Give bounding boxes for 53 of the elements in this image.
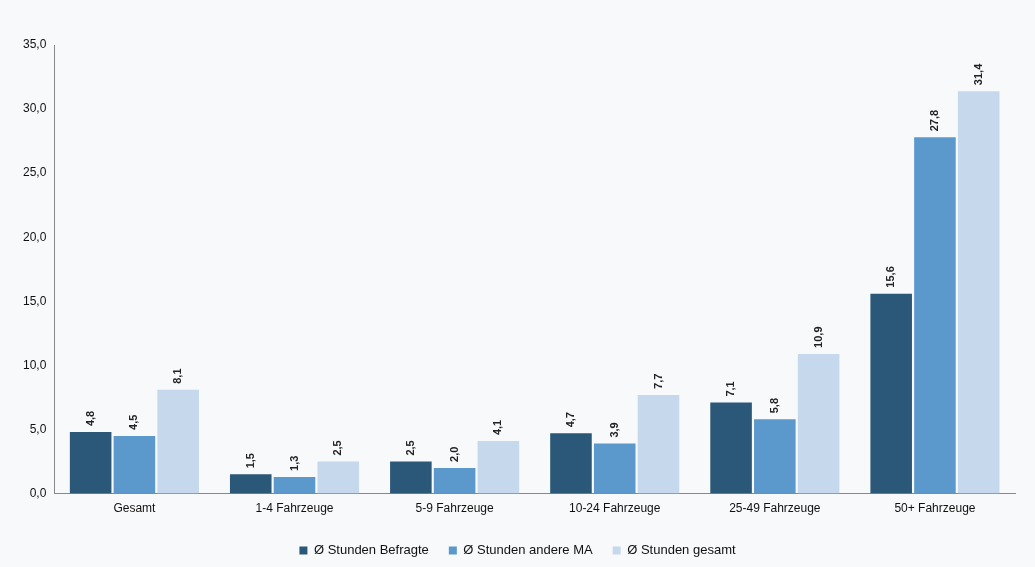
data-label: 10,9: [811, 326, 824, 348]
data-label: 8,1: [171, 368, 184, 384]
bar: [390, 461, 432, 494]
bar: [69, 432, 112, 494]
data-label: 4,7: [564, 412, 576, 428]
data-label: 3,9: [607, 422, 620, 438]
data-label: 7,7: [651, 373, 664, 389]
bar: [433, 467, 476, 494]
bar: [113, 435, 156, 494]
data-label: 31,4: [971, 62, 984, 86]
bar: [797, 353, 840, 494]
bar: [914, 137, 956, 494]
y-tick-label: 20,0: [23, 229, 47, 244]
data-label: 5,8: [767, 397, 780, 414]
y-tick-label: 35,0: [23, 37, 47, 52]
x-tick-label: 10-24 Fahrzeuge: [569, 501, 661, 516]
data-label: 7,1: [724, 381, 737, 397]
legend-label: Ø Stunden gesamt: [627, 542, 736, 558]
x-tick-label: 25-49 Fahrzeuge: [729, 501, 821, 516]
y-tick-label: 5,0: [29, 421, 47, 436]
data-label: 2,0: [447, 446, 460, 462]
bar: [273, 476, 316, 494]
y-tick-label: 25,0: [23, 165, 47, 180]
data-label: 4,5: [127, 414, 140, 430]
bar: [870, 293, 912, 494]
bar: [710, 402, 752, 494]
y-tick-label: 15,0: [23, 293, 47, 308]
legend-label: Ø Stunden andere MA: [463, 542, 594, 558]
y-tick-label: 10,0: [23, 357, 47, 372]
bar: [477, 441, 520, 494]
data-label: 2,5: [403, 440, 416, 456]
bar: [550, 433, 592, 494]
bar: [637, 394, 680, 494]
data-label: 1,5: [243, 453, 256, 469]
x-tick-label: 5-9 Fahrzeuge: [415, 501, 494, 516]
y-tick-label: 30,0: [23, 101, 47, 116]
bar: [593, 443, 636, 494]
data-label: 4,1: [491, 419, 504, 436]
data-label: 1,3: [287, 455, 300, 471]
legend-label: Ø Stunden Befragte: [313, 542, 429, 558]
bar: [957, 91, 1000, 494]
data-label: 15,6: [884, 266, 897, 288]
x-tick-label: 1-4 Fahrzeuge: [255, 501, 334, 516]
data-label: 2,5: [331, 440, 344, 456]
x-tick-label: 50+ Fahrzeuge: [894, 501, 976, 516]
bar: [754, 419, 796, 494]
bar: [157, 389, 199, 494]
bar: [317, 461, 360, 494]
bar: [229, 474, 272, 494]
x-tick-label: Gesamt: [113, 501, 157, 516]
data-label: 4,8: [83, 410, 96, 427]
data-label: 27,8: [927, 109, 940, 132]
y-tick-label: 0,0: [29, 485, 47, 500]
